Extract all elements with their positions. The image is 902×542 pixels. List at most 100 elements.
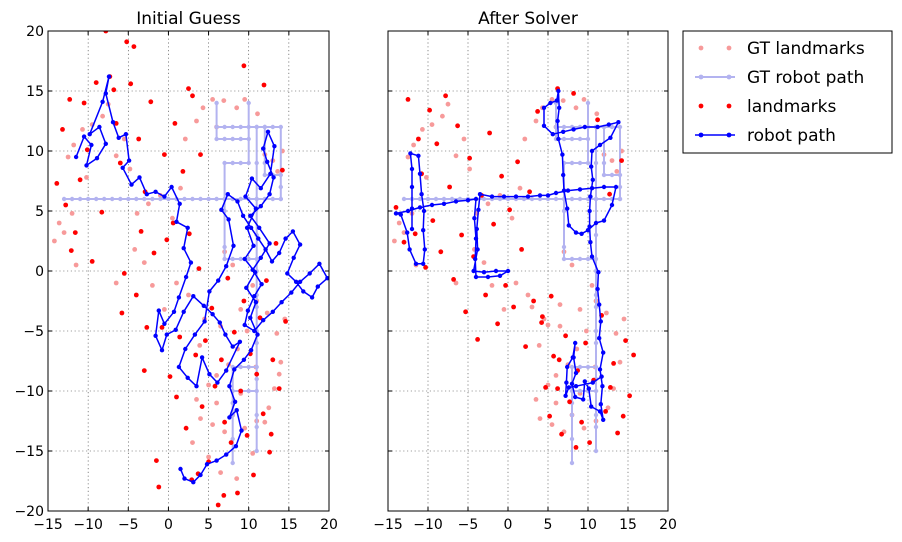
data-point	[396, 220, 402, 226]
data-point	[136, 136, 142, 142]
data-point	[280, 167, 285, 173]
data-point	[584, 328, 589, 334]
data-point	[242, 425, 248, 431]
data-point	[254, 196, 259, 202]
y-tick-label: 0	[35, 264, 44, 280]
data-point	[246, 364, 251, 370]
data-point	[267, 449, 272, 455]
data-point	[257, 225, 262, 230]
data-point	[325, 276, 329, 281]
data-point	[158, 196, 163, 202]
data-point	[515, 159, 520, 165]
data-point	[577, 196, 583, 202]
data-point	[230, 262, 236, 268]
data-point	[453, 153, 459, 159]
data-point	[553, 190, 559, 196]
data-layer	[392, 86, 636, 466]
data-point	[605, 405, 611, 411]
data-point	[232, 399, 238, 404]
data-point	[202, 319, 207, 324]
data-point	[56, 220, 62, 226]
data-point	[475, 337, 480, 342]
data-point	[238, 256, 243, 262]
x-tick-label: 10	[240, 517, 258, 533]
data-point	[190, 440, 195, 445]
data-point	[593, 196, 599, 202]
data-point	[593, 256, 599, 262]
data-point	[80, 126, 85, 132]
data-point	[246, 256, 251, 262]
data-point	[239, 428, 244, 433]
data-point	[110, 196, 115, 202]
data-point	[589, 254, 595, 259]
data-point	[603, 409, 608, 414]
data-point	[150, 196, 155, 202]
data-point	[429, 122, 435, 127]
data-point	[573, 370, 579, 376]
data-point	[250, 283, 256, 288]
data-point	[573, 230, 579, 235]
data-point	[134, 211, 140, 216]
series-robot-path	[73, 74, 329, 485]
data-point	[279, 300, 284, 305]
data-point	[593, 304, 599, 310]
data-point	[587, 224, 592, 229]
data-point	[94, 196, 99, 202]
data-point	[219, 207, 224, 212]
data-point	[582, 124, 587, 130]
data-point	[162, 194, 167, 199]
data-point	[597, 336, 602, 341]
x-tick-label: −15	[373, 517, 403, 533]
data-point	[613, 331, 619, 336]
legend-box	[682, 30, 893, 154]
data-point	[255, 111, 260, 117]
data-point	[148, 99, 154, 105]
data-point	[586, 386, 591, 391]
data-point	[153, 333, 158, 338]
data-point	[595, 124, 600, 130]
data-point	[608, 385, 613, 390]
data-point	[162, 307, 167, 312]
data-point	[178, 185, 183, 191]
data-point	[271, 175, 276, 180]
data-point	[241, 298, 247, 304]
data-point	[270, 309, 275, 314]
data-point	[261, 82, 267, 88]
data-point	[441, 201, 447, 206]
data-point	[481, 270, 487, 275]
data-point	[577, 388, 583, 394]
data-point	[262, 172, 267, 178]
data-point	[513, 280, 519, 286]
y-tick-label: 5	[35, 204, 44, 220]
data-point	[598, 402, 603, 407]
y-tick-label: −15	[14, 444, 44, 460]
data-point	[85, 196, 91, 202]
data-point	[69, 196, 75, 202]
data-point	[276, 371, 282, 377]
data-point	[623, 338, 628, 343]
data-point	[477, 192, 483, 197]
data-point	[262, 124, 267, 130]
data-point	[601, 417, 606, 422]
data-point	[214, 124, 219, 130]
data-point	[607, 191, 612, 197]
data-point	[146, 201, 151, 207]
data-point	[569, 160, 575, 166]
data-point	[198, 196, 203, 202]
data-point	[472, 216, 477, 221]
data-point	[577, 364, 583, 370]
data-point	[569, 196, 575, 202]
x-tick-label: 0	[504, 517, 513, 533]
data-point	[117, 160, 123, 166]
data-point	[549, 422, 555, 427]
data-point	[471, 268, 476, 274]
data-point	[309, 295, 315, 300]
data-point	[200, 105, 206, 111]
data-point	[171, 309, 177, 314]
data-point	[123, 132, 129, 137]
data-point	[254, 371, 260, 377]
data-point	[219, 357, 224, 363]
legend-marker	[698, 132, 704, 138]
data-point	[265, 159, 270, 164]
data-point	[595, 286, 600, 292]
